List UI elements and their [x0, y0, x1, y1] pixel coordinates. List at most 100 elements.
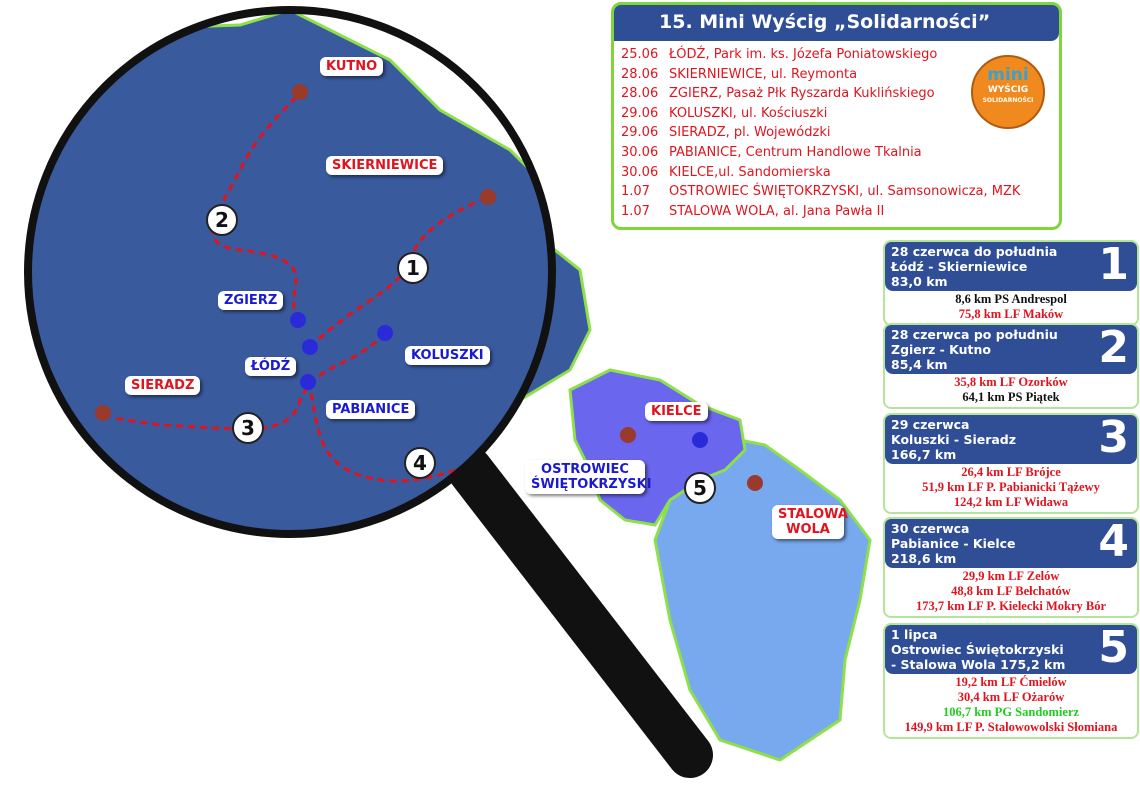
stage-number: 5 — [1098, 623, 1129, 673]
city-label-ostrowiec: OSTROWIEC ŚWIĘTOKRZYSKI — [525, 460, 652, 494]
schedule-place: STALOWA WOLA, al. Jana Pawła II — [669, 203, 885, 219]
schedule-row: 1.07 STALOWA WOLA, al. Jana Pawła II — [614, 202, 1059, 222]
schedule-date: 1.07 — [621, 184, 650, 200]
stage-marker-3: 3 — [232, 412, 264, 444]
schedule-row: 25.06 ŁÓDŹ, Park im. ks. Józefa Poniatows… — [614, 45, 1059, 65]
schedule-place: ŁÓDŹ, Park im. ks. Józefa Poniatowskiego — [669, 47, 938, 62]
stage-checkpoint: 106,7 km PG Sandomierz — [942, 705, 1080, 719]
schedule-place: SKIERNIEWICE, ul. Reymonta — [669, 66, 858, 82]
schedule-place: PABIANICE, Centrum Handlowe Tkalnia — [669, 144, 922, 160]
schedule-row: 28.06 ZGIERZ, Pasaż Płk Ryszarda Kuklińsk… — [614, 84, 1059, 104]
stage-route: Łódź - Skierniewice — [891, 259, 1028, 274]
magnifier-rim — [24, 6, 556, 538]
schedule-date: 25.06 — [621, 47, 659, 62]
stage-checkpoint: 30,4 km LF Ożarów — [957, 690, 1065, 704]
stage-marker-1: 1 — [397, 252, 429, 284]
stage-checkpoint: 149,9 km LF P. Stalowowolski Słomiana — [904, 720, 1118, 734]
stage-date: 30 czerwca — [891, 521, 970, 536]
stage-number: 1 — [1098, 240, 1129, 290]
stage-distance: - Stalowa Wola 175,2 km — [891, 657, 1066, 672]
schedule-panel: 15. Mini Wyścig „Solidarności” 25.06 ŁÓDŹ… — [611, 2, 1062, 230]
stage-route: Zgierz - Kutno — [891, 342, 991, 357]
stage-checkpoint: 51,9 km LF P. Pabianicki Tążewy — [922, 480, 1100, 494]
stage-route: Koluszki - Sieradz — [891, 432, 1017, 447]
stage-number: 2 — [1098, 323, 1129, 373]
schedule-row: 29.06 KOLUSZKI, ul. Kościuszki — [614, 104, 1059, 124]
marker-kielce — [620, 427, 636, 443]
city-label-pabianice: PABIANICE — [326, 400, 416, 419]
schedule-place: KOLUSZKI, ul. Kościuszki — [669, 105, 828, 121]
schedule-date: 29.06 — [621, 125, 659, 141]
stage-box-3: 29 czerwca Koluszki - Sieradz 166,7 km 3 26,… — [883, 413, 1139, 514]
marker-koluszki — [377, 325, 393, 341]
stage-distance: 166,7 km — [891, 447, 957, 462]
marker-sieradz — [95, 405, 111, 421]
stage-box-2: 28 czerwca po południu Zgierz - Kutno 85,4… — [883, 323, 1139, 409]
city-label-stalowa-wola: STALOWA WOLA — [772, 505, 848, 539]
stage-marker-4: 4 — [404, 447, 436, 479]
schedule-row: 30.06 PABIANICE, Centrum Handlowe Tkalnia — [614, 143, 1059, 163]
schedule-date: 30.06 — [621, 164, 659, 180]
stage-date: 28 czerwca po południu — [891, 327, 1058, 342]
stage-checkpoint: 35,8 km LF Ozorków — [954, 375, 1068, 389]
schedule-place: SIERADZ, pl. Wojewódzki — [669, 125, 831, 141]
schedule-place: ZGIERZ, Pasaż Płk Ryszarda Kuklińskiego — [669, 86, 935, 102]
city-label-sieradz: SIERADZ — [125, 376, 201, 395]
stage-route: Pabianice - Kielce — [891, 536, 1016, 551]
schedule-place: OSTROWIEC ŚWIĘTOKRZYSKI, ul. Samsonowicz… — [669, 184, 1021, 200]
stage-distance: 218,6 km — [891, 551, 957, 566]
marker-stalowa-wola — [747, 475, 763, 491]
schedule-date: 29.06 — [621, 105, 659, 121]
stage-header: 1 lipca Ostrowiec Świętokrzyski - Stalowa … — [885, 625, 1137, 674]
stage-box-5: 1 lipca Ostrowiec Świętokrzyski - Stalowa … — [883, 623, 1139, 739]
city-label-koluszki: KOLUSZKI — [405, 346, 490, 365]
stage-marker-2: 2 — [206, 204, 238, 236]
stage-checkpoint: 124,2 km LF Widawa — [953, 495, 1069, 509]
stage-distance: 85,4 km — [891, 357, 948, 372]
mini-wyscig-logo: mini WYŚCIG SOLIDARNOŚCI — [971, 55, 1045, 129]
stage-header: 30 czerwca Pabianice - Kielce 218,6 km 4 — [885, 519, 1137, 568]
stage-box-4: 30 czerwca Pabianice - Kielce 218,6 km 4 29,… — [883, 517, 1139, 618]
city-markers — [95, 84, 763, 491]
stage-header: 29 czerwca Koluszki - Sieradz 166,7 km 3 — [885, 415, 1137, 464]
schedule-row: 30.06 KIELCE,ul. Sandomierska — [614, 163, 1059, 183]
stage-date: 28 czerwca do południa — [891, 244, 1058, 259]
stage-header: 28 czerwca do południa Łódź - Skierniewi… — [885, 242, 1137, 291]
stage-checkpoint: 48,8 km LF Bełchatów — [951, 584, 1071, 598]
schedule-row: 28.06 SKIERNIEWICE, ul. Reymonta — [614, 65, 1059, 85]
stage-header: 28 czerwca po południu Zgierz - Kutno 85,4… — [885, 325, 1137, 374]
marker-kutno — [292, 84, 308, 100]
stage-checkpoint: 173,7 km LF P. Kielecki Mokry Bór — [915, 599, 1107, 613]
stage-checkpoint: 64,1 km PS Piątek — [962, 390, 1060, 404]
marker-lodz — [302, 339, 318, 355]
marker-zgierz — [290, 312, 306, 328]
stage-checkpoint: 19,2 km LF Ćmielów — [955, 675, 1067, 689]
magnifier-handle — [447, 447, 713, 778]
stage-checkpoint: 8,6 km PS Andrespol — [955, 292, 1067, 306]
stage-date: 1 lipca — [891, 627, 938, 642]
city-label-lodz: ŁÓDŹ — [245, 357, 297, 376]
stage-checkpoint: 26,4 km LF Brójce — [961, 465, 1061, 479]
schedule-date: 28.06 — [621, 66, 659, 82]
marker-pabianice — [300, 374, 316, 390]
schedule-row: 1.07 OSTROWIEC ŚWIĘTOKRZYSKI, ul. Samsono… — [614, 182, 1059, 202]
city-label-skierniewice: SKIERNIEWICE — [326, 156, 444, 175]
schedule-date: 1.07 — [621, 203, 650, 219]
stage-date: 29 czerwca — [891, 417, 970, 432]
stage-number: 4 — [1098, 517, 1129, 567]
marker-ostrowiec — [692, 432, 708, 448]
city-label-zgierz: ZGIERZ — [218, 291, 284, 310]
stage-route: Ostrowiec Świętokrzyski — [891, 642, 1064, 657]
stage-box-1: 28 czerwca do południa Łódź - Skierniewi… — [883, 240, 1139, 326]
schedule-place: KIELCE,ul. Sandomierska — [669, 164, 831, 180]
stage-checkpoint: 75,8 km LF Maków — [958, 307, 1064, 321]
stage-marker-5: 5 — [684, 472, 716, 504]
city-label-kutno: KUTNO — [320, 57, 384, 76]
city-label-kielce: KIELCE — [645, 402, 708, 421]
stage-checkpoint: 29,9 km LF Zelów — [962, 569, 1060, 583]
schedule-date: 30.06 — [621, 144, 659, 160]
stage-distance: 83,0 km — [891, 274, 948, 289]
schedule-date: 28.06 — [621, 86, 659, 102]
stage-number: 3 — [1098, 413, 1129, 463]
